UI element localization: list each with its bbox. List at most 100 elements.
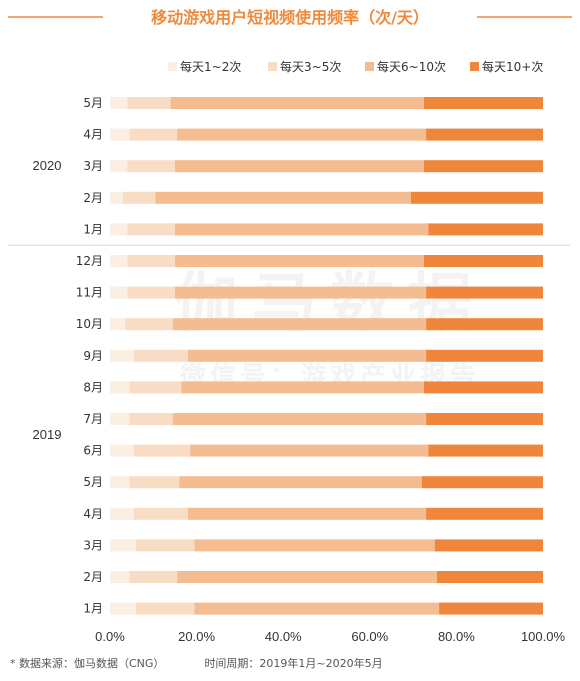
bar-segment xyxy=(190,444,429,457)
bar-segment xyxy=(129,128,178,141)
category-label: 4月 xyxy=(83,507,103,521)
bar-segment xyxy=(110,191,123,204)
bar-segment xyxy=(125,318,173,331)
bars xyxy=(110,97,544,615)
legend-label: 每天6~10次 xyxy=(377,59,446,74)
bar-segment xyxy=(110,97,128,109)
bar-segment xyxy=(174,286,427,299)
legend-swatch xyxy=(365,62,374,71)
legend-label: 每天3~5次 xyxy=(280,59,341,74)
bar-segment xyxy=(110,381,130,394)
x-tick-label: 20.0% xyxy=(178,629,215,644)
chart-title: 移动游戏用户短视频使用频率（次/天） xyxy=(151,8,429,27)
bar-segment xyxy=(110,444,134,457)
bar-segment xyxy=(172,413,427,425)
bar-segment xyxy=(110,507,134,520)
category-labels: 5月 4月 3月 2月 1月 12月 11月 10月 9月 8月 7月 6月 5月 4月 3月 2月 1月 xyxy=(76,96,103,616)
bar-segment xyxy=(110,539,136,552)
category-label: 1月 xyxy=(83,602,103,616)
bar-segment xyxy=(135,602,195,615)
bar-segment xyxy=(410,191,543,204)
bar-segment xyxy=(129,476,180,489)
time-period: 时间周期：2019年1月~2020年5月 xyxy=(204,657,383,670)
bar-segment xyxy=(129,571,178,583)
bar-segment xyxy=(174,160,424,173)
bar-segment xyxy=(174,223,429,236)
bar-segment xyxy=(110,223,128,236)
data-source: * 数据来源：伽马数据（CNG） xyxy=(10,657,165,670)
x-tick-label: 0.0% xyxy=(95,629,125,644)
bar-segment xyxy=(110,349,134,362)
bar-segment xyxy=(428,444,543,457)
bar-segment xyxy=(110,255,128,267)
bar-segment xyxy=(421,476,543,489)
bar-segment xyxy=(187,507,427,520)
bar-segment xyxy=(426,507,543,520)
year-label: 2019 xyxy=(33,427,62,442)
bar-segment xyxy=(127,160,175,173)
bar-segment xyxy=(423,255,544,267)
bar-segment xyxy=(436,571,543,583)
bar-segment xyxy=(127,223,175,236)
bar-segment xyxy=(426,349,543,362)
bar-segment xyxy=(110,413,130,425)
bar-segment xyxy=(426,318,543,331)
bar-segment xyxy=(434,539,543,552)
bar-segment xyxy=(426,128,543,141)
category-label: 10月 xyxy=(76,317,103,331)
category-label: 12月 xyxy=(76,254,103,268)
bar-segment xyxy=(133,444,191,457)
bar-segment xyxy=(135,539,195,552)
bar-segment xyxy=(177,128,427,141)
bar-segment xyxy=(179,476,422,489)
bar-segment xyxy=(122,191,156,204)
bar-segment xyxy=(127,97,171,109)
bar-segment xyxy=(439,602,543,615)
category-label: 2月 xyxy=(83,191,103,205)
category-label: 1月 xyxy=(83,222,103,236)
bar-segment xyxy=(426,286,543,299)
category-label: 7月 xyxy=(83,412,103,426)
bar-segment xyxy=(187,349,427,362)
bar-segment xyxy=(110,128,130,141)
legend-label: 每天10+次 xyxy=(482,59,543,74)
bar-segment xyxy=(129,413,173,425)
bar-segment xyxy=(110,318,126,331)
category-label: 9月 xyxy=(83,349,103,363)
bar-segment xyxy=(194,539,435,552)
bar-segment xyxy=(170,97,424,109)
legend: 每天1~2次 每天3~5次 每天6~10次 每天10+次 xyxy=(168,59,543,74)
bar-segment xyxy=(110,160,128,173)
bar-segment xyxy=(110,476,130,489)
x-tick-label: 80.0% xyxy=(438,629,475,644)
bar-segment xyxy=(428,223,543,236)
bar-segment xyxy=(110,286,128,299)
x-tick-label: 60.0% xyxy=(351,629,388,644)
x-tick-label: 100.0% xyxy=(521,629,566,644)
bar-segment xyxy=(181,381,424,394)
bar-segment xyxy=(127,286,175,299)
bar-segment xyxy=(194,602,440,615)
legend-label: 每天1~2次 xyxy=(180,59,241,74)
bar-segment xyxy=(127,255,175,267)
legend-swatch xyxy=(470,62,479,71)
category-label: 11月 xyxy=(76,286,103,300)
category-label: 2月 xyxy=(83,570,103,584)
bar-segment xyxy=(172,318,427,331)
bar-segment xyxy=(426,413,543,425)
category-label: 4月 xyxy=(83,128,103,142)
bar-segment xyxy=(155,191,411,204)
bar-segment xyxy=(133,507,188,520)
chart-title-group: 移动游戏用户短视频使用频率（次/天） xyxy=(8,8,572,27)
bar-segment xyxy=(423,97,544,109)
legend-swatch xyxy=(268,62,277,71)
bar-segment xyxy=(177,571,437,583)
category-label: 6月 xyxy=(83,444,103,458)
x-tick-label: 40.0% xyxy=(265,629,302,644)
bar-segment xyxy=(110,602,136,615)
bar-segment xyxy=(423,160,544,173)
year-labels: 2020 2019 xyxy=(8,158,570,442)
bar-segment xyxy=(110,571,130,583)
category-label: 3月 xyxy=(83,538,103,552)
